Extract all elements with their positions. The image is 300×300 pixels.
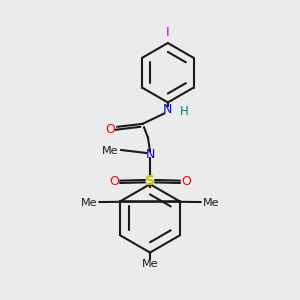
Text: O: O — [181, 175, 191, 188]
Text: S: S — [145, 174, 155, 188]
Text: Me: Me — [81, 199, 97, 208]
Text: N: N — [145, 148, 155, 161]
Text: H: H — [180, 105, 189, 118]
Text: Me: Me — [203, 199, 219, 208]
Text: N: N — [163, 103, 172, 116]
Text: Me: Me — [142, 260, 158, 269]
Text: O: O — [109, 175, 119, 188]
Text: Me: Me — [102, 146, 118, 156]
Text: I: I — [166, 26, 169, 39]
Text: O: O — [105, 123, 115, 136]
